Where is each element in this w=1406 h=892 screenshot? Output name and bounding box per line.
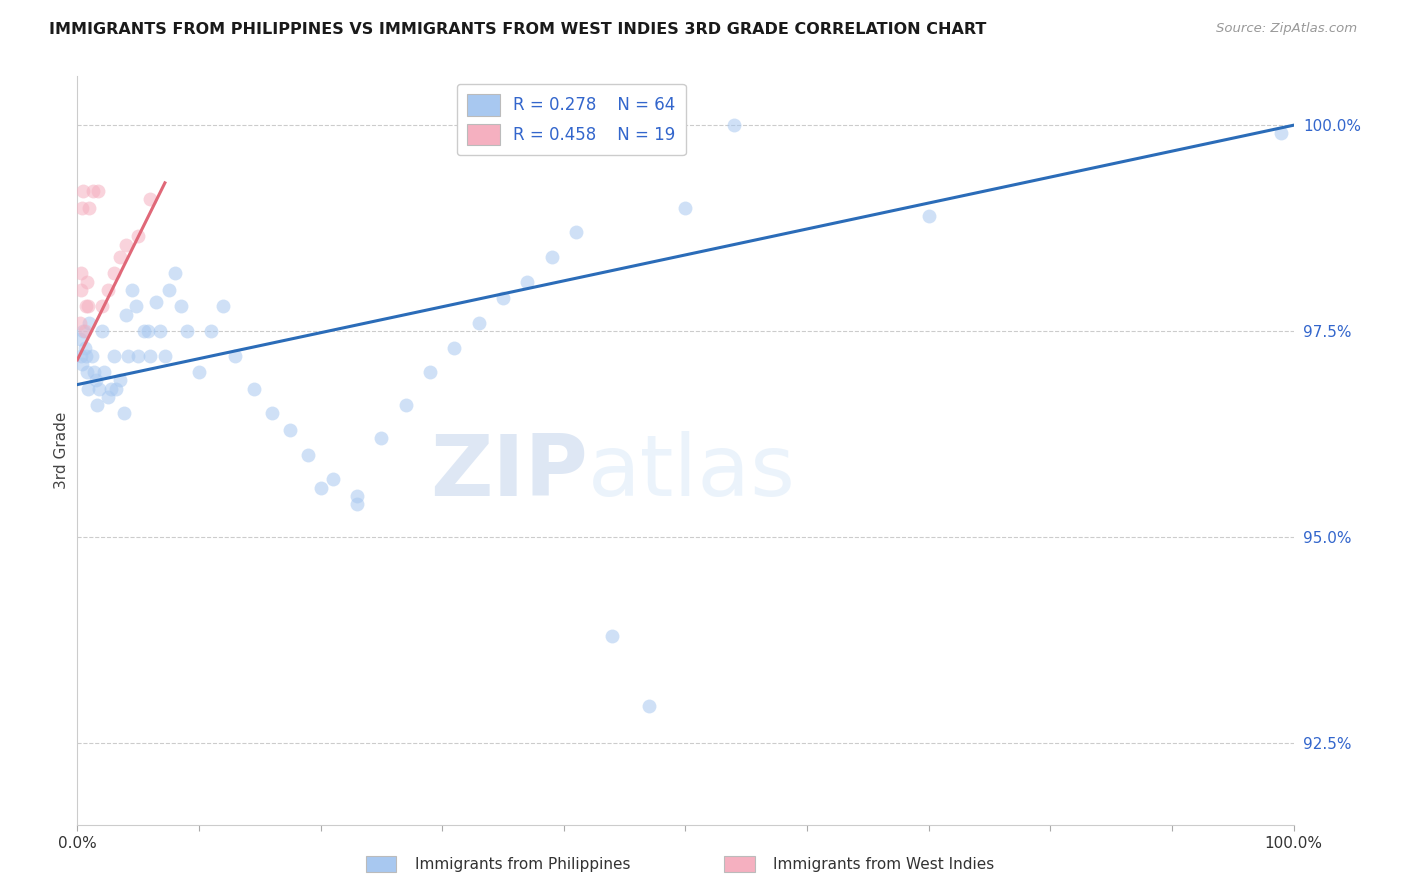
- Point: [395, 398, 418, 412]
- Point: [419, 365, 441, 379]
- Point: [72, 184, 94, 198]
- Text: Immigrants from Philippines: Immigrants from Philippines: [415, 857, 630, 871]
- Point: [97, 390, 120, 404]
- Text: Immigrants from West Indies: Immigrants from West Indies: [773, 857, 994, 871]
- Point: [127, 349, 149, 363]
- Point: [79, 201, 101, 215]
- Point: [112, 406, 135, 420]
- Point: [105, 382, 128, 396]
- Point: [115, 308, 138, 322]
- Point: [77, 382, 100, 396]
- Point: [82, 184, 104, 198]
- Point: [73, 324, 96, 338]
- Point: [242, 382, 264, 396]
- Point: [70, 201, 93, 215]
- Point: [153, 349, 176, 363]
- Point: [72, 324, 94, 338]
- Point: [212, 299, 235, 313]
- Point: [90, 324, 112, 338]
- Point: [1270, 127, 1292, 141]
- Point: [638, 698, 661, 713]
- Point: [602, 629, 624, 643]
- Point: [80, 349, 103, 363]
- Point: [69, 316, 91, 330]
- Point: [723, 118, 745, 132]
- Point: [260, 406, 283, 420]
- Text: Source: ZipAtlas.com: Source: ZipAtlas.com: [1216, 22, 1357, 36]
- Point: [75, 349, 97, 363]
- Point: [70, 357, 93, 371]
- Point: [170, 299, 193, 313]
- Point: [86, 398, 108, 412]
- Point: [139, 349, 162, 363]
- Point: [675, 201, 697, 215]
- Point: [125, 299, 148, 313]
- Point: [75, 299, 97, 313]
- Point: [565, 225, 588, 239]
- Point: [89, 382, 111, 396]
- Point: [79, 316, 101, 330]
- Point: [136, 324, 159, 338]
- Point: [70, 283, 93, 297]
- Point: [176, 324, 198, 338]
- Legend: R = 0.278    N = 64, R = 0.458    N = 19: R = 0.278 N = 64, R = 0.458 N = 19: [457, 84, 686, 155]
- Point: [149, 324, 172, 338]
- Point: [87, 184, 110, 198]
- Point: [370, 431, 392, 445]
- Point: [492, 291, 515, 305]
- Point: [516, 275, 538, 289]
- Point: [163, 267, 186, 281]
- Point: [69, 332, 91, 346]
- Point: [297, 448, 319, 462]
- Point: [346, 497, 368, 511]
- Point: [200, 324, 222, 338]
- Point: [115, 237, 138, 252]
- Point: [278, 423, 301, 437]
- Point: [127, 229, 149, 244]
- Point: [90, 299, 112, 313]
- Point: [121, 283, 143, 297]
- Point: [224, 349, 246, 363]
- Point: [134, 324, 156, 338]
- Point: [76, 365, 98, 379]
- Point: [73, 341, 96, 355]
- Point: [309, 481, 332, 495]
- Point: [918, 209, 941, 223]
- Point: [103, 349, 125, 363]
- Point: [108, 250, 131, 264]
- Point: [117, 349, 139, 363]
- Point: [70, 349, 93, 363]
- Point: [540, 250, 562, 264]
- Text: atlas: atlas: [588, 432, 796, 515]
- Y-axis label: 3rd Grade: 3rd Grade: [53, 412, 69, 489]
- Point: [93, 365, 115, 379]
- Point: [188, 365, 211, 379]
- Text: ZIP: ZIP: [430, 432, 588, 515]
- Point: [443, 341, 465, 355]
- Point: [84, 374, 107, 388]
- Point: [157, 283, 180, 297]
- Point: [346, 489, 368, 503]
- Point: [76, 275, 98, 289]
- Point: [77, 299, 100, 313]
- Point: [97, 283, 120, 297]
- Point: [70, 267, 93, 281]
- Point: [83, 365, 105, 379]
- Point: [139, 192, 162, 206]
- Point: [103, 267, 125, 281]
- Point: [100, 382, 122, 396]
- Point: [108, 374, 131, 388]
- Point: [467, 316, 489, 330]
- Point: [322, 472, 344, 486]
- Text: IMMIGRANTS FROM PHILIPPINES VS IMMIGRANTS FROM WEST INDIES 3RD GRADE CORRELATION: IMMIGRANTS FROM PHILIPPINES VS IMMIGRANT…: [49, 22, 987, 37]
- Point: [145, 295, 167, 310]
